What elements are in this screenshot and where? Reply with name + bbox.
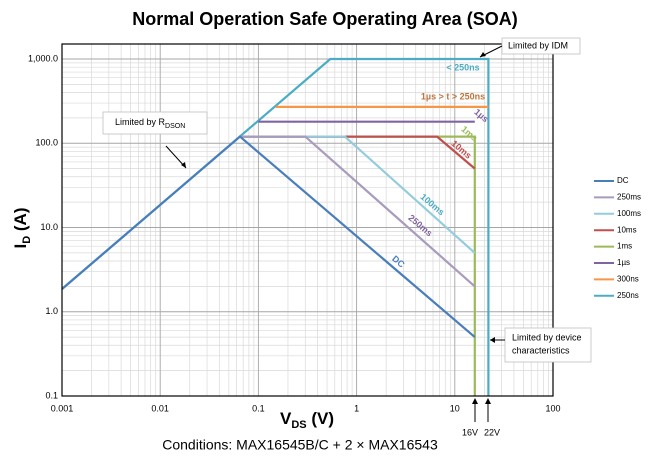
v16-label: 16V <box>462 427 478 437</box>
legend-label: 250ns <box>617 291 639 300</box>
y-tick-label: 1.0 <box>45 306 58 316</box>
annotations: Limited by IDM Limited by RDSON Limited … <box>102 37 592 437</box>
x-tick-label: 0.01 <box>151 403 169 413</box>
y-axis-label: ID (A) <box>11 207 32 248</box>
legend-label: DC <box>617 176 629 185</box>
arrowhead <box>181 162 186 168</box>
y-tick-label: 0.1 <box>45 390 58 400</box>
y-label-sub: D <box>21 236 33 244</box>
y-tick-label: 100.0 <box>35 138 58 148</box>
x-tick-label: 1 <box>354 403 359 413</box>
idm-note: Limited by IDM <box>508 40 568 50</box>
x-label-unit: (V) <box>307 409 334 428</box>
curve-label: 1ms <box>459 124 479 143</box>
x-tick-label: 100 <box>545 403 560 413</box>
x-tick-label: 0.1 <box>252 403 265 413</box>
rdson-box <box>102 111 208 135</box>
curve-label: < 250ns <box>446 62 479 72</box>
device-note-2: characteristics <box>512 345 570 355</box>
plot-frame <box>61 43 554 397</box>
arrowhead <box>490 337 495 343</box>
conditions: Conditions: MAX16545B/C + 2 × MAX16543 <box>162 437 438 453</box>
rdson-sub: DSON <box>165 123 185 130</box>
legend-label: 1ms <box>617 242 632 251</box>
v22-label: 22V <box>484 427 500 437</box>
legend-label: 1µs <box>617 258 630 267</box>
rdson-note: Limited by RDSON <box>115 117 185 129</box>
y-label-main: I <box>11 244 30 249</box>
arrowhead <box>480 52 486 57</box>
x-tick-label: 10 <box>450 403 460 413</box>
y-tick-label: 10.0 <box>40 222 58 232</box>
arrowhead <box>485 398 491 404</box>
x-label-sub: DS <box>291 419 306 431</box>
arrowhead <box>472 398 478 404</box>
device-note-1: Limited by device <box>512 332 582 342</box>
curve-label: 1µs > t > 250ns <box>421 91 485 101</box>
y-label-unit: (A) <box>11 207 30 235</box>
legend-label: 10ms <box>617 225 637 234</box>
y-tick-label: 1,000.0 <box>28 53 58 63</box>
lines <box>61 57 490 396</box>
series-line <box>240 135 476 288</box>
curve-label: 250ms <box>406 213 434 239</box>
rdson-main: Limited by R <box>115 117 166 127</box>
chart-title: Normal Operation Safe Operating Area (SO… <box>132 9 517 29</box>
legend-label: 300ns <box>617 275 639 284</box>
grid <box>61 44 554 397</box>
series-line <box>61 135 476 338</box>
legend-label: 250ms <box>617 193 641 202</box>
device-box <box>504 327 592 363</box>
legend-label: 100ms <box>617 209 641 218</box>
x-axis-label: VDS (V) <box>280 409 334 430</box>
x-tick-label: 0.001 <box>51 403 74 413</box>
x-label-main: V <box>280 409 292 428</box>
